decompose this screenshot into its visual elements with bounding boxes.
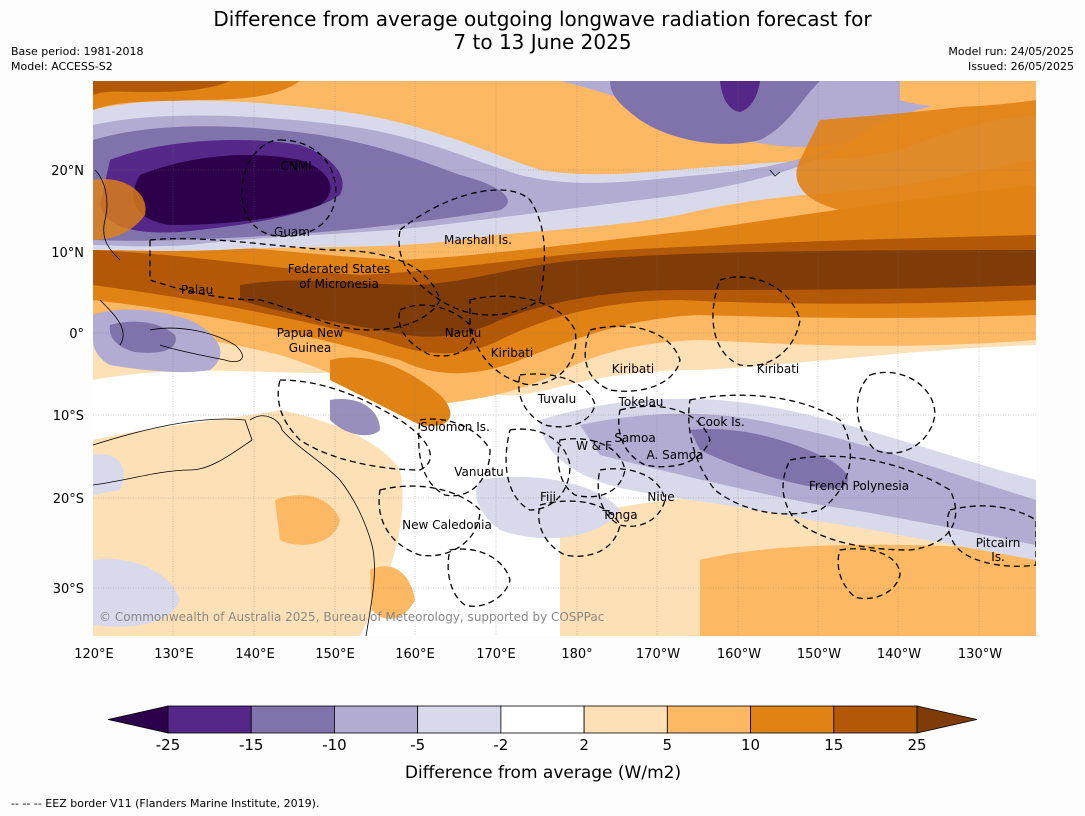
coastlines: [93, 169, 781, 636]
copyright-credit: © Commonwealth of Australia 2025, Bureau…: [99, 610, 604, 624]
colorbar-tick-label: 2: [579, 736, 589, 754]
model-run: Model run: 24/05/2025: [948, 45, 1074, 58]
label-png-2: Guinea: [289, 341, 332, 355]
lon-label: 170°W: [636, 647, 680, 662]
colorbar: -25 -15 -10 -5 -2 2 5 10 15 25: [107, 705, 978, 754]
colorbar-segment: [250, 705, 335, 734]
title-line-2: 7 to 13 June 2025: [453, 30, 632, 54]
colorbar-extend-low: [107, 705, 169, 734]
label-tuvalu: Tuvalu: [537, 392, 577, 406]
longitude-labels: 120°E 130°E 140°E 150°E 160°E 170°E 180°…: [74, 647, 1002, 662]
lon-label: 150°W: [797, 647, 841, 662]
label-samoa: Samoa: [614, 431, 655, 445]
lat-label: 20°S: [53, 492, 84, 507]
label-niue: Niue: [647, 490, 674, 504]
lon-label: 180°: [561, 647, 592, 662]
colorbar-segment: [583, 705, 668, 734]
colorbar-tick-label: -2: [493, 736, 508, 754]
label-cook-is: Cook Is.: [697, 415, 744, 429]
colorbar-segment: [666, 705, 751, 734]
colorbar-segment: [417, 705, 502, 734]
label-tokelau: Tokelau: [618, 395, 664, 409]
lon-label: 150°E: [315, 647, 355, 662]
label-tonga: Tonga: [601, 508, 637, 522]
base-period: Base period: 1981-2018: [11, 45, 144, 58]
colorbar-tick-label: -5: [410, 736, 425, 754]
label-kiribati-west: Kiribati: [491, 346, 533, 360]
lon-label: 170°E: [476, 647, 516, 662]
colorbar-segment: [500, 705, 585, 734]
title-line-1: Difference from average outgoing longwav…: [213, 7, 872, 31]
label-french-polynesia: French Polynesia: [809, 479, 909, 493]
label-guam: Guam: [274, 225, 310, 239]
lon-label: 160°W: [717, 647, 761, 662]
colorbar-tick-label: -15: [239, 736, 264, 754]
label-fsm-2: of Micronesia: [299, 277, 379, 291]
eez-borders: [149, 139, 1036, 607]
map-title: Difference from average outgoing longwav…: [0, 8, 1085, 54]
label-kiribati-central: Kiribati: [612, 362, 654, 376]
label-solomon-is: Solomon Is.: [420, 420, 490, 434]
colorbar-tick-label: 15: [824, 736, 843, 754]
issued-date: Issued: 26/05/2025: [967, 60, 1074, 73]
lat-label: 30°S: [53, 582, 84, 597]
colorbar-tick-label: -10: [322, 736, 347, 754]
lon-label: 160°E: [395, 647, 435, 662]
label-fsm-1: Federated States: [288, 262, 390, 276]
colorbar-segment: [833, 705, 918, 734]
lon-label: 130°E: [154, 647, 194, 662]
lat-label: 20°N: [51, 164, 84, 179]
label-kiribati-east: Kiribati: [757, 362, 799, 376]
lat-label: 10°N: [51, 246, 84, 261]
colorbar-tick-label: 5: [663, 736, 673, 754]
model-name: Model: ACCESS-S2: [11, 60, 113, 73]
eez-footnote: -- -- -- EEZ border V11 (Flanders Marine…: [11, 797, 320, 810]
label-new-caledonia: New Caledonia: [402, 518, 492, 532]
label-fiji: Fiji: [540, 490, 556, 504]
lon-label: 120°E: [74, 647, 114, 662]
lon-label: 140°W: [877, 647, 921, 662]
latitude-labels: 20°N 10°N 0° 10°S 20°S 30°S: [51, 164, 84, 597]
anomaly-field: [93, 81, 1036, 636]
label-marshall-is: Marshall Is.: [444, 233, 512, 247]
colorbar-tick-label: -25: [156, 736, 181, 754]
label-vanuatu: Vanuatu: [454, 465, 504, 479]
colorbar-extend-high: [916, 705, 978, 734]
label-wallis-futuna: W & F: [576, 439, 612, 453]
label-png-1: Papua New: [277, 326, 344, 340]
colorbar-tick-label: 25: [907, 736, 926, 754]
label-american-samoa: A. Samoa: [647, 448, 704, 462]
lon-label: 130°W: [958, 647, 1002, 662]
label-pitcairn-2: Is.: [991, 550, 1005, 564]
graticule: [93, 81, 1036, 636]
colorbar-segment: [750, 705, 835, 734]
label-nauru: Nauru: [445, 326, 481, 340]
lat-label: 0°: [69, 327, 84, 342]
colorbar-segment: [334, 705, 419, 734]
label-palau: Palau: [181, 283, 213, 297]
meta-left: Base period: 1981-2018 Model: ACCESS-S2: [11, 44, 143, 74]
lon-label: 140°E: [235, 647, 275, 662]
colorbar-tick-label: 10: [741, 736, 760, 754]
colorbar-label: Difference from average (W/m2): [405, 763, 681, 783]
region-labels: CNMI Guam Marshall Is. Palau Federated S…: [181, 159, 1020, 564]
lat-label: 10°S: [53, 409, 84, 424]
label-pitcairn-1: Pitcairn: [976, 536, 1021, 550]
colorbar-segment: [167, 705, 252, 734]
meta-right: Model run: 24/05/2025 Issued: 26/05/2025: [948, 44, 1074, 74]
label-cnmi: CNMI: [280, 159, 311, 173]
